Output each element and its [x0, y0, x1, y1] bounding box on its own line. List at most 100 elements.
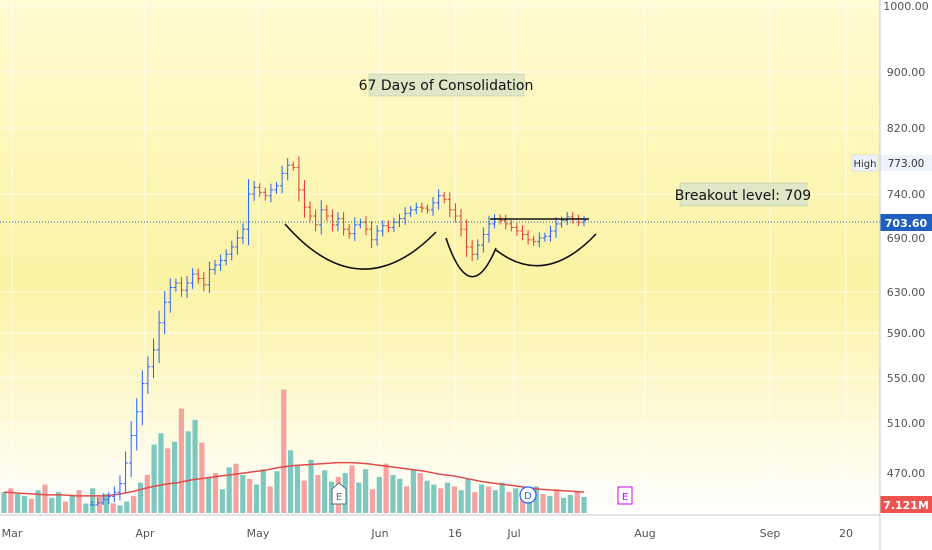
volume-bar	[363, 469, 369, 513]
event-marker-label: D	[524, 491, 532, 502]
bottom-axis-panel	[0, 515, 932, 550]
y-tick-label: 740.00	[887, 188, 926, 201]
volume-bar	[574, 492, 580, 513]
volume-bar	[499, 482, 505, 513]
volume-bar	[165, 448, 171, 513]
volume-bar	[444, 482, 451, 513]
high-value: 773.00	[888, 158, 925, 170]
volume-bar	[465, 478, 471, 513]
volume-bar	[472, 492, 478, 513]
y-tick-label: 510.00	[887, 417, 926, 430]
volume-bar	[403, 486, 410, 513]
volume-bar	[178, 408, 185, 513]
volume-bar	[410, 469, 417, 513]
volume-bar	[137, 482, 144, 513]
volume-bar	[267, 486, 273, 513]
event-marker-label: E	[622, 492, 628, 503]
event-marker-label: E	[336, 492, 342, 503]
x-tick-label: 16	[448, 527, 462, 540]
candles	[89, 156, 587, 506]
volume-bar	[253, 484, 260, 513]
volume-bar	[547, 495, 553, 513]
volume-bar	[369, 489, 376, 513]
x-tick-label: Jul	[506, 527, 520, 540]
last-price-value: 703.60	[885, 217, 928, 230]
volume-bar	[8, 488, 14, 513]
volume-bars	[1, 389, 587, 513]
y-tick-label: 690.00	[887, 232, 926, 245]
volume-bar	[131, 495, 137, 513]
x-tick-label: Aug	[634, 527, 655, 540]
x-tick-label: Mar	[2, 527, 23, 540]
volume-bar	[21, 495, 28, 513]
volume-bar	[212, 473, 219, 513]
y-tick-label: 1000.00	[883, 0, 929, 13]
last-price-label: 703.60	[880, 214, 932, 231]
volume-bar	[424, 480, 430, 513]
volume-bar	[247, 478, 253, 513]
y-tick-label: 550.00	[887, 372, 926, 385]
volume-bar	[322, 470, 328, 513]
volume-bar	[519, 494, 526, 513]
volume-bar	[219, 489, 225, 513]
x-tick-label: Sep	[760, 527, 781, 540]
volume-bar	[417, 473, 423, 513]
volume-bar	[158, 433, 164, 513]
y-tick-label: 820.00	[887, 122, 926, 135]
event-marker-dividend[interactable]: D	[519, 486, 537, 504]
handle-curve	[495, 233, 597, 267]
volume-bar	[581, 496, 587, 513]
volume-bar	[274, 471, 280, 513]
volume-bar	[206, 476, 212, 513]
volume-bar	[35, 490, 41, 513]
volume-bar	[567, 494, 573, 513]
cup-middle-curve	[445, 237, 497, 278]
volume-bar	[315, 475, 321, 513]
pattern-drawing	[284, 218, 597, 278]
volume-bar	[103, 494, 109, 513]
volume-bar	[281, 389, 287, 513]
x-tick-label: Jun	[370, 527, 388, 540]
volume-bar	[451, 486, 457, 513]
y-tick-label: 630.00	[887, 286, 926, 299]
volume-bar	[431, 484, 437, 513]
volume-bar	[90, 488, 96, 513]
event-marker-earnings-1[interactable]: E	[331, 482, 347, 505]
volume-bar	[458, 490, 464, 513]
y-tick-label: 470.00	[887, 467, 926, 480]
volume-moving-average	[3, 461, 585, 497]
volume-bar	[42, 484, 48, 513]
volume-label: 7.121M	[880, 496, 932, 513]
volume-bar	[96, 496, 103, 513]
volume-bar	[479, 484, 485, 513]
volume-bar	[240, 475, 246, 513]
volume-bar	[69, 495, 75, 513]
volume-bar	[294, 465, 301, 513]
volume-bar	[83, 503, 89, 513]
volume-bar	[308, 459, 314, 513]
right-axis-panel	[880, 0, 932, 515]
volume-bar	[554, 489, 560, 513]
annotation-breakout: Breakout level: 709	[675, 182, 811, 207]
x-tick-label: 20	[839, 527, 853, 540]
y-tick-label: 590.00	[887, 327, 926, 340]
annotation-consolidation: 67 Days of Consolidation	[359, 73, 533, 97]
volume-bar	[383, 463, 389, 513]
x-tick-label: May	[247, 527, 270, 540]
volume-bar	[301, 480, 307, 513]
volume-bar	[356, 482, 362, 513]
volume-bar	[349, 465, 355, 513]
volume-bar	[438, 488, 444, 513]
annotation-breakout-text: Breakout level: 709	[675, 188, 811, 204]
event-marker-earnings-2[interactable]: E	[617, 486, 633, 505]
grid	[0, 0, 880, 515]
volume-bar	[533, 486, 539, 513]
volume-bar	[287, 450, 294, 513]
volume-bar	[233, 463, 239, 513]
volume-bar	[390, 475, 396, 513]
y-axis-ticks: 1000.00 900.00 820.00 740.00 630.00 590.00 550…	[883, 0, 929, 480]
volume-bar	[260, 469, 266, 513]
volume-bar	[226, 467, 232, 513]
cup-left-curve	[284, 223, 437, 270]
